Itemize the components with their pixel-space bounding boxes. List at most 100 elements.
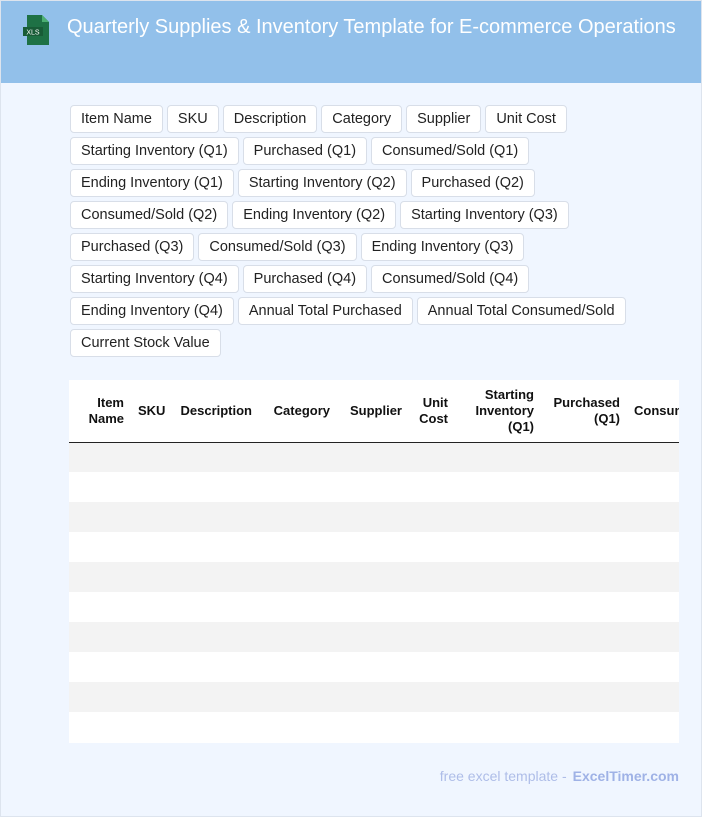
table-cell[interactable] — [131, 502, 167, 532]
table-cell[interactable] — [69, 622, 131, 652]
table-cell[interactable] — [167, 472, 259, 502]
field-tag[interactable]: Description — [222, 105, 318, 133]
table-cell[interactable] — [541, 592, 627, 622]
field-tag[interactable]: Ending Inventory (Q1) — [70, 169, 234, 197]
field-tag[interactable]: Starting Inventory (Q1) — [70, 137, 239, 165]
table-cell[interactable] — [337, 562, 409, 592]
table-cell[interactable] — [69, 682, 131, 712]
field-tag[interactable]: Annual Total Purchased — [237, 297, 413, 325]
table-cell[interactable] — [541, 562, 627, 592]
field-tag[interactable]: Consumed/Sold (Q1) — [371, 137, 530, 165]
column-header[interactable]: Purchased (Q1) — [541, 380, 627, 443]
field-tag[interactable]: Purchased (Q2) — [410, 169, 535, 197]
field-tag[interactable]: Ending Inventory (Q2) — [232, 201, 397, 229]
table-cell[interactable] — [69, 592, 131, 622]
table-cell[interactable] — [69, 442, 131, 472]
table-cell[interactable] — [409, 712, 455, 742]
table-cell[interactable] — [627, 532, 679, 562]
table-cell[interactable] — [131, 532, 167, 562]
table-cell[interactable] — [627, 622, 679, 652]
table-cell[interactable] — [167, 562, 259, 592]
table-cell[interactable] — [259, 622, 337, 652]
table-cell[interactable] — [541, 682, 627, 712]
table-cell[interactable] — [627, 682, 679, 712]
table-cell[interactable] — [541, 442, 627, 472]
table-cell[interactable] — [627, 562, 679, 592]
field-tag[interactable]: Category — [321, 105, 403, 133]
table-cell[interactable] — [627, 652, 679, 682]
table-cell[interactable] — [337, 592, 409, 622]
column-header[interactable]: Description — [167, 380, 259, 443]
table-cell[interactable] — [167, 592, 259, 622]
table-cell[interactable] — [409, 502, 455, 532]
table-cell[interactable] — [541, 502, 627, 532]
table-cell[interactable] — [131, 712, 167, 742]
column-header[interactable]: SKU — [131, 380, 167, 443]
table-cell[interactable] — [627, 592, 679, 622]
table-cell[interactable] — [337, 442, 409, 472]
field-tag[interactable]: Ending Inventory (Q4) — [70, 297, 234, 325]
footer-link[interactable]: ExcelTimer.com — [572, 768, 679, 784]
table-cell[interactable] — [541, 652, 627, 682]
table-cell[interactable] — [259, 592, 337, 622]
field-tag[interactable]: Consumed/Sold (Q2) — [70, 201, 229, 229]
table-cell[interactable] — [69, 502, 131, 532]
table-cell[interactable] — [131, 442, 167, 472]
field-tag[interactable]: Annual Total Consumed/Sold — [416, 297, 626, 325]
field-tag[interactable]: Starting Inventory (Q4) — [70, 265, 239, 293]
table-cell[interactable] — [69, 532, 131, 562]
field-tag[interactable]: Supplier — [406, 105, 482, 133]
field-tag[interactable]: Purchased (Q4) — [242, 265, 368, 293]
table-cell[interactable] — [409, 682, 455, 712]
table-cell[interactable] — [337, 652, 409, 682]
table-cell[interactable] — [455, 712, 541, 742]
table-cell[interactable] — [627, 502, 679, 532]
table-cell[interactable] — [627, 442, 679, 472]
table-cell[interactable] — [455, 622, 541, 652]
table-cell[interactable] — [455, 592, 541, 622]
table-cell[interactable] — [167, 652, 259, 682]
table-cell[interactable] — [455, 442, 541, 472]
table-cell[interactable] — [131, 622, 167, 652]
table-cell[interactable] — [409, 592, 455, 622]
table-cell[interactable] — [337, 682, 409, 712]
table-cell[interactable] — [131, 592, 167, 622]
field-tag[interactable]: Starting Inventory (Q2) — [237, 169, 407, 197]
table-cell[interactable] — [337, 712, 409, 742]
table-cell[interactable] — [259, 532, 337, 562]
table-cell[interactable] — [541, 472, 627, 502]
field-tag[interactable]: Consumed/Sold (Q3) — [198, 233, 357, 261]
table-cell[interactable] — [167, 712, 259, 742]
table-cell[interactable] — [455, 532, 541, 562]
table-cell[interactable] — [69, 472, 131, 502]
field-tag[interactable]: Item Name — [70, 105, 163, 133]
table-cell[interactable] — [409, 472, 455, 502]
table-cell[interactable] — [259, 652, 337, 682]
table-cell[interactable] — [627, 472, 679, 502]
table-cell[interactable] — [541, 622, 627, 652]
table-cell[interactable] — [167, 442, 259, 472]
field-tag[interactable]: Consumed/Sold (Q4) — [371, 265, 530, 293]
table-cell[interactable] — [69, 712, 131, 742]
table-cell[interactable] — [131, 652, 167, 682]
table-cell[interactable] — [337, 532, 409, 562]
field-tag[interactable]: Current Stock Value — [70, 329, 221, 357]
table-cell[interactable] — [167, 622, 259, 652]
table-cell[interactable] — [337, 472, 409, 502]
table-cell[interactable] — [627, 712, 679, 742]
field-tag[interactable]: Ending Inventory (Q3) — [360, 233, 525, 261]
field-tag[interactable]: Purchased (Q3) — [70, 233, 195, 261]
table-cell[interactable] — [69, 562, 131, 592]
table-cell[interactable] — [131, 682, 167, 712]
table-cell[interactable] — [337, 502, 409, 532]
table-cell[interactable] — [455, 682, 541, 712]
table-cell[interactable] — [409, 652, 455, 682]
table-cell[interactable] — [409, 622, 455, 652]
table-cell[interactable] — [409, 442, 455, 472]
field-tag[interactable]: Unit Cost — [485, 105, 567, 133]
table-cell[interactable] — [131, 562, 167, 592]
table-cell[interactable] — [259, 502, 337, 532]
column-header[interactable]: Consumed/Sold (Q1) — [627, 380, 679, 443]
table-cell[interactable] — [259, 442, 337, 472]
table-cell[interactable] — [455, 652, 541, 682]
